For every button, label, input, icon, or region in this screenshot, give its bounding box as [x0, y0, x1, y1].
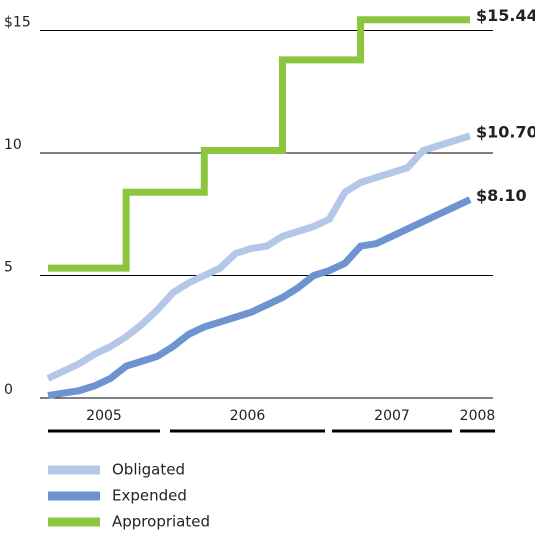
y-tick-label: $15: [4, 15, 31, 31]
x-tick-label: 2006: [230, 408, 266, 424]
series-line: [46, 132, 472, 382]
series-line: [47, 196, 472, 400]
end-label: $15.44: [476, 6, 535, 25]
x-tick-label: 2008: [460, 408, 496, 424]
legend-label: Expended: [112, 487, 187, 505]
end-label: $10.70: [476, 122, 535, 141]
y-tick-label: 10: [4, 137, 22, 153]
x-tick-label: 2007: [374, 408, 410, 424]
y-tick-label: 0: [4, 382, 13, 398]
x-tick-label: 2005: [86, 408, 122, 424]
y-tick-label: 5: [4, 260, 13, 276]
legend-label: Obligated: [112, 461, 185, 479]
series-line: [48, 16, 470, 272]
end-label: $8.10: [476, 186, 527, 205]
legend-label: Appropriated: [112, 513, 210, 531]
